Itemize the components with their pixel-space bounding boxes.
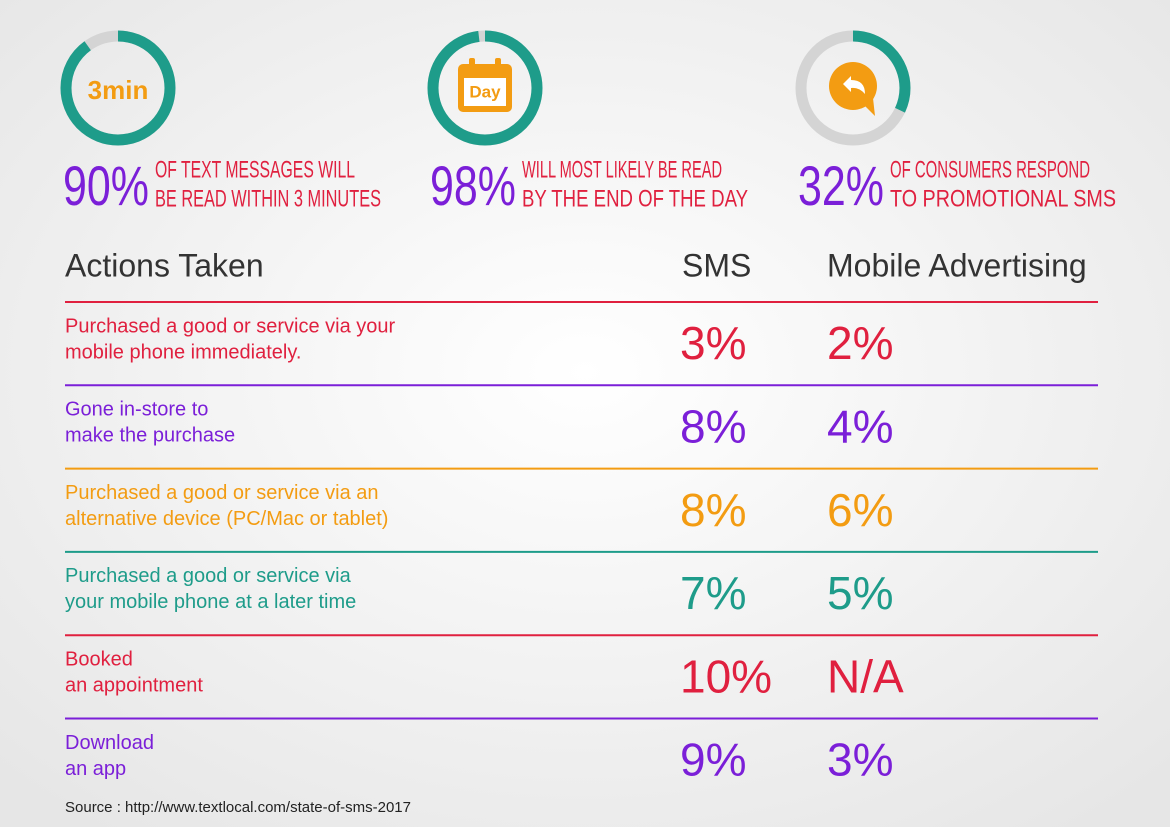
row-action: make the purchase xyxy=(65,425,235,447)
mobile-value: 4% xyxy=(827,400,893,452)
row-action: Download xyxy=(65,732,154,754)
stat-text: TO PROMOTIONAL SMS xyxy=(890,185,1116,212)
chat-tail xyxy=(863,98,875,116)
sms-value: 8% xyxy=(680,400,746,452)
sms-value: 7% xyxy=(680,567,746,619)
stat-text: BE READ WITHIN 3 MINUTES xyxy=(155,185,381,212)
reply-arrow xyxy=(843,76,865,94)
stat-text: OF TEXT MESSAGES WILL xyxy=(155,156,355,183)
stat-text: BY THE END OF THE DAY xyxy=(522,185,748,212)
source: Source : http://www.textlocal.com/state-… xyxy=(65,799,411,816)
ring-arc xyxy=(795,30,911,146)
ring-arc xyxy=(427,30,543,146)
stat-value: 98% xyxy=(430,154,516,217)
ring-arc xyxy=(60,30,176,146)
row-action: Gone in-store to xyxy=(65,399,208,421)
mobile-value: 5% xyxy=(827,567,893,619)
icon-text: 3min xyxy=(88,75,149,105)
calendar-face xyxy=(464,78,506,106)
calendar-ring xyxy=(469,58,475,70)
calendar-ring xyxy=(495,58,501,70)
mobile-value: N/A xyxy=(827,650,904,702)
mobile-value: 2% xyxy=(827,317,893,369)
row-action: Purchased a good or service via xyxy=(65,565,352,587)
row-action: Booked xyxy=(65,648,133,670)
row-action: an appointment xyxy=(65,674,203,696)
mobile-value: 6% xyxy=(827,484,893,536)
row-action: alternative device (PC/Mac or tablet) xyxy=(65,508,388,530)
row-action: Purchased a good or service via an xyxy=(65,482,379,504)
sms-value: 9% xyxy=(680,734,746,786)
icon-text: Day xyxy=(469,82,501,101)
mobile-value: 3% xyxy=(827,734,893,786)
sms-value: 3% xyxy=(680,317,746,369)
stat-value: 90% xyxy=(63,154,149,217)
row-action: mobile phone immediately. xyxy=(65,341,301,363)
stat-text: WILL MOST LIKELY BE READ xyxy=(522,156,722,183)
column-header: SMS xyxy=(682,247,751,283)
row-action: your mobile phone at a later time xyxy=(65,591,356,613)
row-action: an app xyxy=(65,758,126,780)
stat-value: 32% xyxy=(798,154,884,217)
sms-value: 10% xyxy=(680,650,772,702)
row-action: Purchased a good or service via your xyxy=(65,315,396,337)
column-header: Mobile Advertising xyxy=(827,247,1087,283)
stat-text: OF CONSUMERS RESPOND xyxy=(890,156,1090,183)
column-header: Actions Taken xyxy=(65,247,264,283)
sms-value: 8% xyxy=(680,484,746,536)
